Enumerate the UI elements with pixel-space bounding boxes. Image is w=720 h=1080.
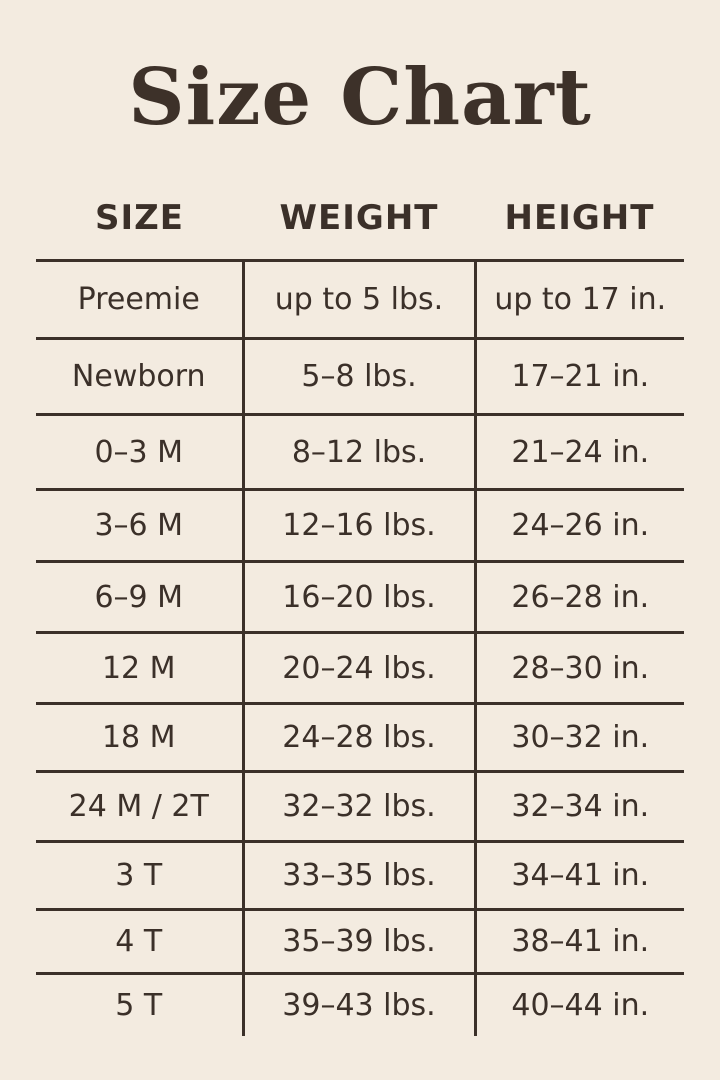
cell-height: 34–41 in. (473, 840, 684, 910)
cell-height: up to 17 in. (473, 259, 684, 339)
cell-size: 6–9 M (36, 560, 243, 633)
cell-weight: 20–24 lbs. (241, 631, 475, 704)
cell-size: 12 M (36, 631, 243, 704)
cell-size: 3–6 M (36, 488, 243, 562)
cell-size: 4 T (36, 908, 243, 974)
cell-weight: 16–20 lbs. (241, 560, 475, 633)
header-size: SIZE (94, 198, 185, 238)
cell-weight: 8–12 lbs. (241, 413, 475, 490)
cell-weight: 12–16 lbs. (241, 488, 475, 562)
table-row: 3 T 33–35 lbs. 34–41 in. (36, 840, 684, 910)
table-row: Preemie up to 5 lbs. up to 17 in. (36, 259, 684, 339)
table-row: 6–9 M 16–20 lbs. 26–28 in. (36, 560, 684, 633)
cell-height: 26–28 in. (473, 560, 684, 633)
cell-size: Preemie (36, 259, 243, 339)
cell-size: 3 T (36, 840, 243, 910)
table-row: 24 M / 2T 32–32 lbs. 32–34 in. (36, 770, 684, 842)
table-row: 5 T 39–43 lbs. 40–44 in. (36, 972, 684, 1036)
header-height: HEIGHT (504, 198, 655, 238)
cell-height: 17–21 in. (473, 337, 684, 415)
cell-height: 32–34 in. (473, 770, 684, 842)
cell-weight: 39–43 lbs. (241, 972, 475, 1036)
cell-size: 0–3 M (36, 413, 243, 490)
table-row: 18 M 24–28 lbs. 30–32 in. (36, 702, 684, 772)
cell-height: 40–44 in. (473, 972, 684, 1036)
cell-weight: 32–32 lbs. (241, 770, 475, 842)
cell-height: 28–30 in. (473, 631, 684, 704)
cell-weight: 33–35 lbs. (241, 840, 475, 910)
cell-size: 18 M (36, 702, 243, 772)
cell-height: 24–26 in. (473, 488, 684, 562)
table-row: 0–3 M 8–12 lbs. 21–24 in. (36, 413, 684, 490)
cell-weight: 24–28 lbs. (241, 702, 475, 772)
cell-height: 38–41 in. (473, 908, 684, 974)
cell-height: 30–32 in. (473, 702, 684, 772)
cell-size: 24 M / 2T (36, 770, 243, 842)
table-row: 4 T 35–39 lbs. 38–41 in. (36, 908, 684, 974)
header-weight: WEIGHT (279, 198, 439, 238)
cell-weight: 35–39 lbs. (241, 908, 475, 974)
cell-weight: 5–8 lbs. (241, 337, 475, 415)
table-row: Newborn 5–8 lbs. 17–21 in. (36, 337, 684, 415)
cell-weight: up to 5 lbs. (241, 259, 475, 339)
cell-size: Newborn (36, 337, 243, 415)
cell-size: 5 T (36, 972, 243, 1036)
page-title: Size Chart (128, 52, 592, 143)
table-row: 12 M 20–24 lbs. 28–30 in. (36, 631, 684, 704)
table-row: 3–6 M 12–16 lbs. 24–26 in. (36, 488, 684, 562)
size-table: Preemie up to 5 lbs. up to 17 in. Newborn 5–… (36, 259, 684, 1036)
cell-height: 21–24 in. (473, 413, 684, 490)
